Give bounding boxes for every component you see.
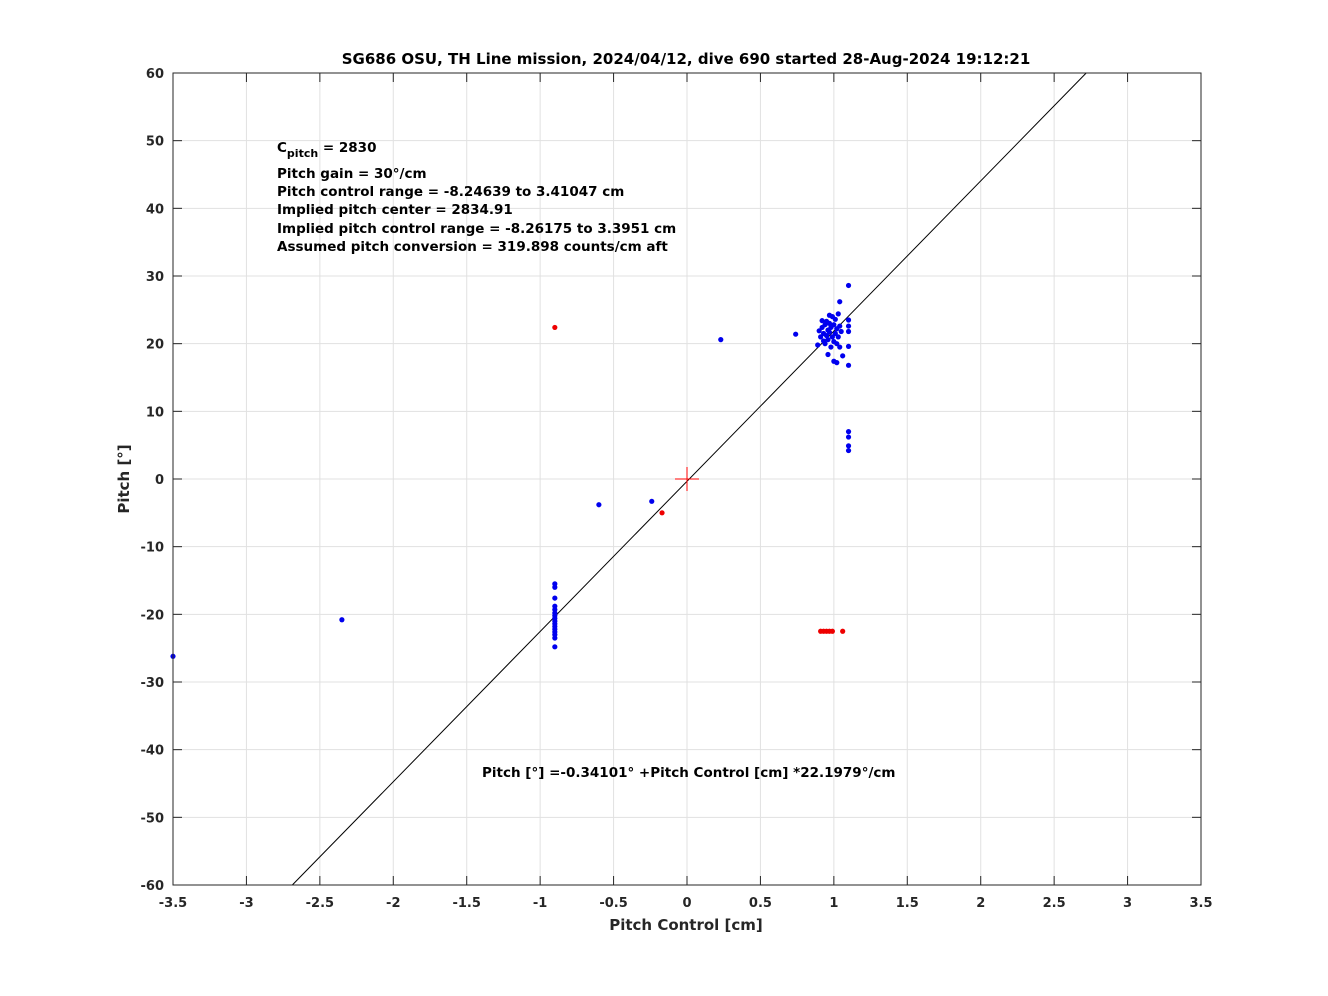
- x-tick-label: 1.5: [896, 896, 919, 911]
- data-point: [822, 341, 828, 347]
- x-tick-label: 3.5: [1189, 896, 1212, 911]
- y-tick-label: 60: [146, 67, 164, 82]
- data-point: [552, 635, 558, 641]
- data-point: [840, 353, 846, 359]
- data-point: [845, 323, 852, 329]
- data-point: [826, 329, 833, 335]
- data-point: [818, 334, 824, 340]
- x-tick-label: 0.5: [749, 896, 772, 911]
- data-point: [837, 323, 843, 329]
- annotation-pitch-conversion: Assumed pitch conversion = 319.898 count…: [277, 239, 668, 255]
- data-point: [829, 334, 835, 340]
- data-point: [845, 447, 852, 454]
- y-tick-label: 30: [146, 270, 164, 285]
- center-marker-group: [675, 467, 699, 491]
- data-point: [825, 337, 831, 343]
- data-point: [816, 328, 822, 334]
- data-point: [845, 443, 852, 449]
- data-point: [837, 299, 843, 305]
- data-point: [845, 317, 852, 323]
- data-point: [552, 584, 558, 590]
- data-point: [835, 334, 841, 340]
- data-point: [835, 311, 841, 317]
- y-tick-label: -10: [141, 541, 165, 556]
- annotation-implied-pitch-control-range: Implied pitch control range = -8.26175 t…: [277, 221, 676, 237]
- y-tick-label: -20: [141, 608, 165, 623]
- data-point: [834, 360, 840, 366]
- x-tick-label: -3.5: [159, 896, 187, 911]
- data-point: [838, 328, 844, 335]
- data-point: [831, 322, 837, 328]
- x-tick-label: -2.5: [306, 896, 334, 911]
- grid-lines: [172, 72, 1202, 886]
- fit-equation-label: Pitch [°] =-0.34101° +Pitch Control [cm]…: [482, 765, 895, 781]
- data-point: [596, 502, 602, 508]
- data-point: [825, 351, 831, 358]
- cpitch-sub: pitch: [287, 147, 318, 160]
- data-point: [826, 312, 833, 318]
- y-tick-label: 50: [146, 135, 164, 150]
- data-point: [826, 320, 833, 326]
- annotation-cpitch: Cpitch = 2830: [277, 140, 376, 160]
- cpitch-value: = 2830: [318, 140, 376, 156]
- data-point: [552, 595, 558, 601]
- x-axis-label: Pitch Control [cm]: [609, 916, 763, 934]
- data-point: [834, 341, 840, 347]
- axis-ticks: -3.5 -3 -2.5 -2 -1.5 -1 -0.5 0 0.5 1 1.5 2 2.5 3 3.5 -6…: [141, 67, 1213, 911]
- x-tick-label: -2: [386, 896, 400, 911]
- x-tick-label: 2: [976, 896, 985, 911]
- x-tick-label: 1: [829, 896, 838, 911]
- data-point: [339, 617, 345, 623]
- outlier-point: [659, 510, 665, 516]
- annotation-pitch-gain: Pitch gain = 30°/cm: [277, 166, 427, 182]
- annotation-pitch-control-range: Pitch control range = -8.24639 to 3.4104…: [277, 184, 624, 200]
- x-tick-label: 3: [1123, 896, 1132, 911]
- data-point: [828, 344, 834, 350]
- data-point: [819, 318, 825, 324]
- data-point: [649, 498, 655, 504]
- data-point: [845, 343, 852, 349]
- outlier-point: [829, 628, 835, 634]
- y-tick-label: -60: [141, 879, 165, 894]
- x-tick-label: -1: [533, 896, 547, 911]
- data-point: [845, 429, 852, 435]
- data-points: [170, 282, 852, 659]
- data-point: [832, 330, 838, 337]
- outlier-point: [840, 628, 846, 634]
- y-tick-label: -50: [141, 811, 165, 826]
- y-tick-label: 10: [146, 405, 164, 420]
- data-point: [832, 316, 838, 322]
- data-point: [552, 644, 558, 650]
- chart-title: SG686 OSU, TH Line mission, 2024/04/12, …: [342, 50, 1031, 68]
- data-point: [837, 344, 843, 350]
- data-point: [718, 337, 724, 343]
- y-tick-label: 40: [146, 202, 164, 217]
- data-point: [845, 328, 852, 335]
- x-tick-label: 2.5: [1043, 896, 1066, 911]
- y-tick-label: 20: [146, 338, 164, 353]
- x-tick-label: -0.5: [599, 896, 627, 911]
- data-point: [845, 282, 852, 289]
- annotation-implied-pitch-center: Implied pitch center = 2834.91: [277, 202, 513, 218]
- y-axis-label: Pitch [°]: [115, 444, 133, 513]
- data-point: [815, 342, 821, 348]
- data-point: [845, 362, 852, 368]
- data-point: [823, 332, 830, 339]
- y-tick-label: -40: [141, 744, 165, 759]
- x-tick-label: 0: [682, 896, 691, 911]
- x-tick-label: -1.5: [452, 896, 480, 911]
- cpitch-base: C: [277, 140, 287, 156]
- outlier-point: [552, 324, 558, 331]
- y-tick-label: 0: [155, 473, 164, 488]
- x-tick-label: -3: [239, 896, 253, 911]
- y-tick-label: -30: [141, 676, 165, 691]
- data-point: [845, 434, 852, 440]
- data-point: [793, 331, 799, 337]
